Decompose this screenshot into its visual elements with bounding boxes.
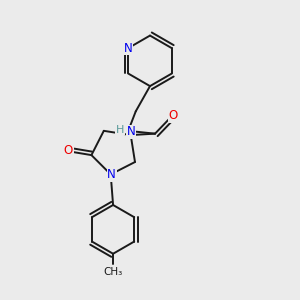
Text: N: N [127, 125, 136, 138]
Text: CH₃: CH₃ [103, 267, 123, 277]
Text: N: N [124, 42, 133, 55]
Text: O: O [168, 109, 178, 122]
Text: H: H [116, 125, 124, 135]
Text: N: N [107, 168, 116, 181]
Text: O: O [64, 144, 73, 157]
